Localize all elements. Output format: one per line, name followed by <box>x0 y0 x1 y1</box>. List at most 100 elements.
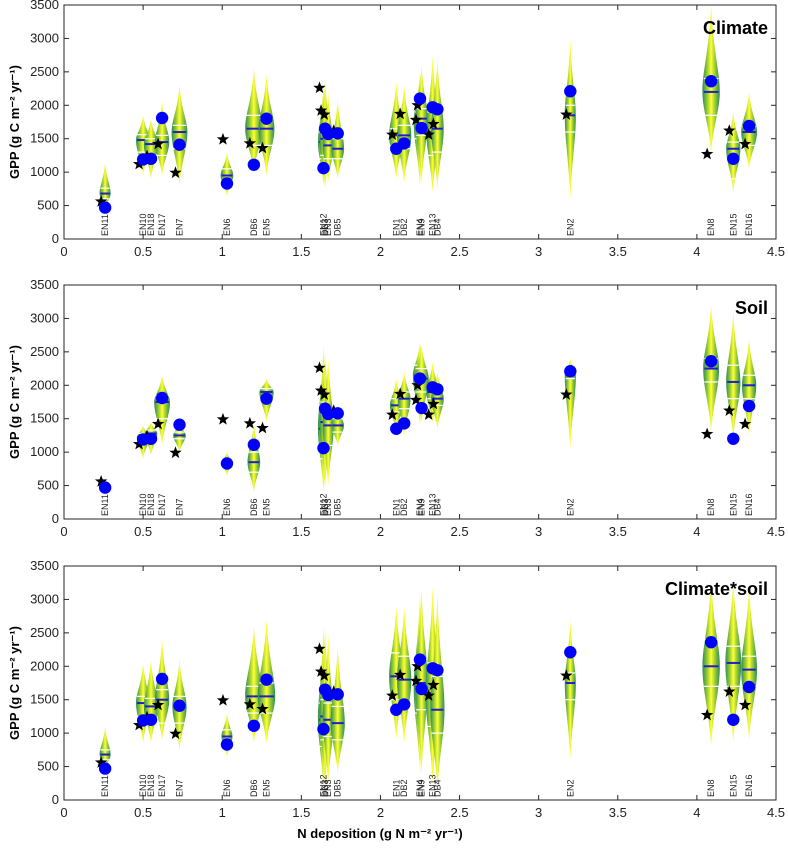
observed-point-en4 <box>413 372 427 385</box>
predicted-star-db6 <box>243 697 257 710</box>
site-label: EN5 <box>262 498 272 516</box>
site-label: EN8 <box>706 218 716 236</box>
y-tick-label: 0 <box>52 231 59 246</box>
predicted-star-en13 <box>422 689 435 701</box>
predicted-star-en7 <box>169 446 182 459</box>
y-tick-label: 500 <box>37 478 59 493</box>
observed-point-en17 <box>155 391 169 405</box>
site-label: EN2 <box>565 779 575 797</box>
y-tick-label: 1000 <box>30 444 59 459</box>
x-tick-label: 0 <box>60 524 67 539</box>
panel-1: 0 500 1000 1500 2000 2500 3000 3500 0 0.5 1 1.5 2 2.5… <box>30 0 785 259</box>
site-label: EN5 <box>262 779 272 797</box>
x-tick-label: 4 <box>693 244 700 259</box>
x-tick-label: 3.5 <box>609 244 627 259</box>
observed-point-db6 <box>247 719 261 732</box>
violin-en18 <box>143 118 159 179</box>
violin-db2 <box>397 371 411 436</box>
x-tick-label: 0.5 <box>134 524 152 539</box>
site-label: EN12 <box>318 774 328 797</box>
violin-en16 <box>741 338 757 436</box>
predicted-star-en15 <box>723 685 736 697</box>
site-label: EN11 <box>100 214 110 236</box>
violin-en10 <box>135 115 151 176</box>
observed-point-en12 <box>317 722 330 736</box>
observed-point-en5 <box>260 392 273 405</box>
site-label: DB5 <box>333 498 343 516</box>
site-label: EN12 <box>318 493 328 516</box>
site-label: DB4 <box>432 218 442 236</box>
violin-en15 <box>726 111 741 193</box>
observed-point-en6 <box>220 738 234 751</box>
predicted-star-en12 <box>313 642 326 655</box>
observed-point-en18 <box>144 432 158 445</box>
x-tick-label: 0.5 <box>134 805 152 820</box>
violin-en2 <box>564 358 576 449</box>
site-label: EN7 <box>175 498 185 516</box>
predicted-star-db2 <box>394 387 407 400</box>
y-tick-label: 2500 <box>30 625 59 640</box>
site-label: DB2 <box>399 498 409 516</box>
site-label: EN17 <box>157 774 167 797</box>
x-tick-label: 3.5 <box>609 524 627 539</box>
predicted-star-en17 <box>151 417 165 430</box>
y-tick-label: 2500 <box>30 344 59 359</box>
predicted-star-db4 <box>427 117 440 130</box>
x-tick-label: 1 <box>219 805 226 820</box>
x-tick-label: 1 <box>219 244 226 259</box>
predicted-star-en17 <box>151 137 165 150</box>
observed-point-en6 <box>220 177 234 190</box>
observed-point-db4 <box>431 383 444 396</box>
panel-title: Climate*soil <box>665 579 768 599</box>
violin-en9 <box>415 589 428 774</box>
predicted-star-en16 <box>738 698 752 711</box>
x-tick-label: 1.5 <box>292 524 310 539</box>
x-tick-label: 2.5 <box>451 244 469 259</box>
observed-point-en18 <box>144 152 158 165</box>
observed-point-en7 <box>173 138 186 151</box>
y-axis-label-panel-2: GPP (g C m⁻² yr⁻¹) <box>7 345 22 459</box>
y-tick-label: 0 <box>52 511 59 526</box>
y-tick-label: 2500 <box>30 64 59 79</box>
site-label: EN12 <box>318 213 328 236</box>
y-tick-label: 3500 <box>30 0 59 12</box>
observed-point-en15 <box>727 713 740 726</box>
site-label: DB3 <box>320 218 330 236</box>
y-tick-label: 3000 <box>30 30 59 45</box>
site-label: EN7 <box>175 779 185 797</box>
predicted-star-en2 <box>560 388 573 400</box>
predicted-star-en15 <box>723 404 736 416</box>
observed-point-en11 <box>98 481 112 494</box>
observed-point-en6 <box>220 457 234 470</box>
site-label: EN9 <box>417 779 427 797</box>
violin-en17 <box>154 101 170 176</box>
predicted-star-en1 <box>386 128 399 140</box>
site-label: EN17 <box>157 213 167 236</box>
predicted-star-en11 <box>94 756 108 768</box>
violin-en15 <box>725 579 742 744</box>
y-tick-label: 1500 <box>30 692 59 707</box>
x-axis-label: N deposition (g N m⁻² yr⁻¹) <box>297 826 462 841</box>
x-tick-label: 1 <box>219 524 226 539</box>
site-label: EN18 <box>146 774 156 797</box>
observed-point-db4 <box>431 103 444 116</box>
predicted-star-en12 <box>313 361 326 374</box>
site-label: EN6 <box>222 498 232 516</box>
predicted-star-db6 <box>243 416 257 429</box>
predicted-star-en16 <box>738 417 752 430</box>
predicted-star-en9 <box>411 98 424 111</box>
site-label: DB6 <box>249 779 259 797</box>
predicted-star-en4 <box>409 113 423 126</box>
predicted-star-db4 <box>427 678 440 691</box>
x-tick-label: 4.5 <box>767 805 785 820</box>
observed-point-en7 <box>173 699 186 712</box>
site-label: DB6 <box>249 218 259 236</box>
violin-db2 <box>397 85 412 183</box>
site-label: EN8 <box>706 779 716 797</box>
predicted-star-db3 <box>314 384 328 396</box>
site-label: EN18 <box>146 213 156 236</box>
violin-en7 <box>171 85 188 186</box>
site-label: EN10 <box>138 774 148 797</box>
observed-point-en9 <box>415 121 428 135</box>
